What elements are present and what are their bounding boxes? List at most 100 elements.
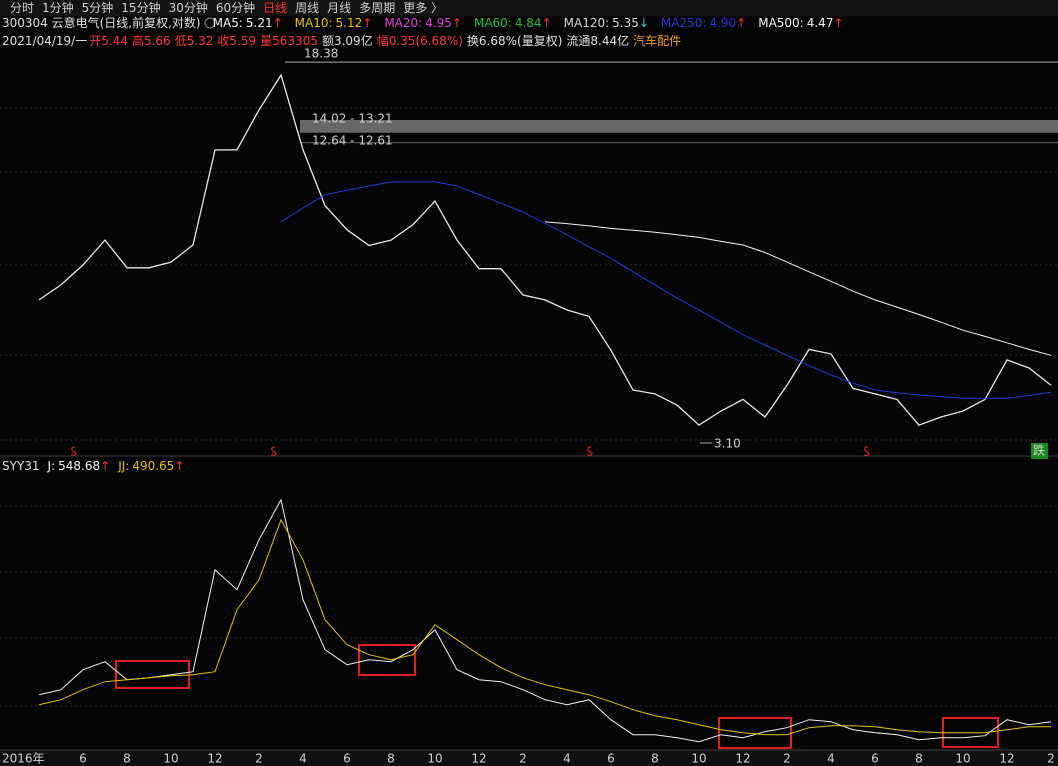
text-part[interactable]: 60分钟 [216,0,255,15]
range-label: 14.02 - 13.21 [312,112,393,126]
x-tick-label: 10 [955,752,970,766]
text-part: 5.21 [246,16,273,30]
x-tick-label: 8 [123,752,131,766]
text-part: ↑ [833,16,843,30]
indicator-legend: SYY31 J: 548.68↑ JJ: 490.65↑ [2,459,184,473]
x-tick-label: 8 [915,752,923,766]
settings-icon[interactable] [204,17,216,29]
text-part: MA10: [295,16,333,30]
series-line [38,498,1052,743]
x-tick-label: 12 [471,752,486,766]
text-part: 4.84 [515,16,542,30]
text-part: ↓ [639,16,649,30]
text-part: 换6.68%(量复权) [467,34,563,48]
x-tick-label: 2 [255,752,263,766]
text-part[interactable]: 周线 [295,1,319,15]
toolbar-bg [0,0,1058,16]
x-tick-label: 10 [163,752,178,766]
range-label: 12.64 - 12.61 [312,134,393,148]
text-part: 开5.44 [89,34,128,48]
x-tick-label: 10 [691,752,706,766]
x-tick-label: 8 [387,752,395,766]
x-tick-label: 8 [651,752,659,766]
toolbar: 分时 1分钟 5分钟 15分钟 30分钟 60分钟 日线 周线 月线 多周期 更多 〉 [10,0,443,15]
x-tick-label: 6 [871,752,879,766]
text-part: 额3.09亿 [322,33,373,48]
text-part: SYY31 [2,459,40,473]
text-part: 5.35 [612,16,639,30]
series-line [38,518,1051,736]
signal-icons [70,446,870,457]
text-part[interactable]: 分时 [10,1,34,15]
text-part: MA500: [758,16,804,30]
text-part: 低5.32 [175,34,214,48]
x-tick-label: 12 [207,752,222,766]
text-part: 4.90 [709,16,736,30]
text-part: 5.12 [336,16,363,30]
text-part: MA20: [384,16,422,30]
text-part[interactable]: 1分钟 [42,0,74,15]
text-part: 490.65 [132,459,174,473]
text-part: ↑ [362,16,372,30]
series-line [544,221,1052,356]
series-line [280,181,1052,399]
text-part: 4.47 [807,16,834,30]
text-part[interactable]: 5分钟 [82,0,114,15]
text-part[interactable]: 30分钟 [169,0,208,15]
text-part: MA250: [661,16,707,30]
x-tick-label: 6 [343,752,351,766]
text-part: MA5: [213,16,243,30]
text-part: 2021/04/19/一 [2,34,87,48]
text-part[interactable]: 更多 〉 [403,1,443,15]
x-tick-label: 2 [1047,752,1055,766]
x-tick-label: 6 [607,752,615,766]
text-part: 量563305 [260,34,318,48]
range-band [300,120,1058,133]
text-part: 高5.66 [132,33,171,48]
text-part: J: [47,459,56,473]
low-label: 3.10 [714,436,741,450]
text-part: ↑ [100,459,110,473]
range-band [300,142,1058,144]
text-part[interactable]: 多周期 [359,1,395,15]
x-tick-label: 12 [735,752,750,766]
text-part: ↑ [542,16,552,30]
text-part: MA120: [564,16,610,30]
text-part: ↑ [452,16,462,30]
text-part: 收5.59 [217,34,256,48]
badge: 跌 [1033,443,1045,458]
x-axis-bg [0,750,1058,766]
signal-icon [270,446,277,457]
text-part: ↑ [273,16,283,30]
text-part[interactable]: 月线 [327,1,351,15]
text-part: 300304 云意电气(日线,前复权,对数) [2,15,201,30]
text-part[interactable]: 15分钟 [121,0,160,15]
text-part[interactable]: 日线 [263,1,287,15]
highlight-boxes [115,644,999,749]
text-part: JJ: [117,459,129,473]
ma-legend: 300304 云意电气(日线,前复权,对数) MA5: 5.21↑ MA10: 5.12… [2,15,844,30]
x-tick-label: 2016年 [2,752,45,766]
text-part: MA60: [474,16,512,30]
badge-bg [1031,443,1048,459]
grid [0,107,1058,707]
x-tick-label: 2 [519,752,527,766]
signal-icon [863,446,870,457]
text-part: 汽车配件 [633,33,681,48]
quote-row: 2021/04/19/一 开5.44 高5.66 低5.32 收5.59 量563305 额… [2,33,681,48]
x-tick-label: 10 [427,752,442,766]
text-part: ↑ [736,16,746,30]
x-tick-label: 6 [79,752,87,766]
signal-icon [586,446,593,457]
x-tick-label: 12 [999,752,1014,766]
text-part: 548.68 [58,459,100,473]
highlight-box [358,644,416,676]
text-part: 流通8.44亿 [566,33,629,48]
x-tick-label: 4 [563,752,571,766]
signal-icon [70,446,77,457]
x-tick-label: 2 [783,752,791,766]
text-part: ↑ [174,459,184,473]
